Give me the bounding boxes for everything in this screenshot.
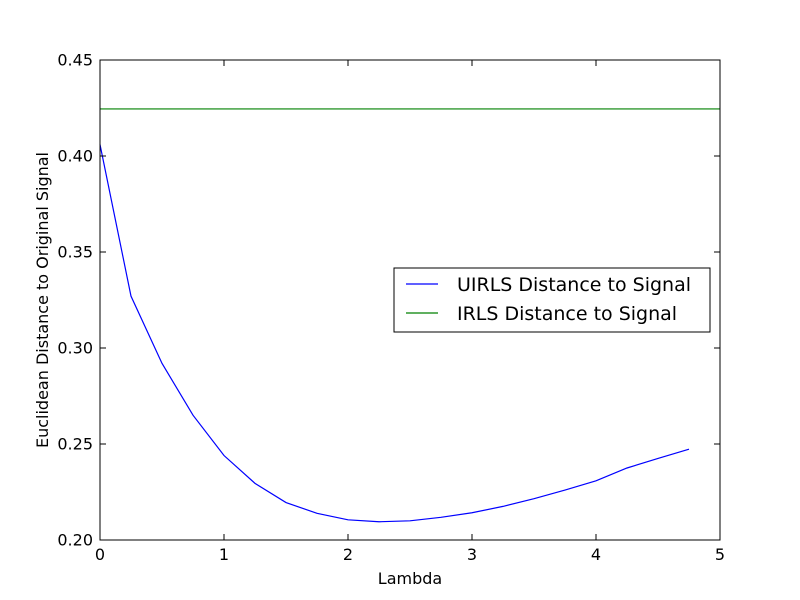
- legend-box: [393, 267, 711, 333]
- legend-label-0: UIRLS Distance to Signal: [457, 274, 691, 296]
- series-line-0: [99, 144, 690, 523]
- y-tick-label: 0.25: [57, 435, 93, 454]
- x-tick-label: 2: [343, 545, 353, 564]
- series-layer: [99, 108, 720, 523]
- ticks-layer: 0 1 2 3 4 5 0.20 0.25 0.30 0.35 0.40 0.45: [57, 51, 725, 565]
- x-tick-label: 5: [715, 545, 725, 564]
- x-axis-label: Lambda: [378, 569, 442, 588]
- legend-label-1: IRLS Distance to Signal: [457, 303, 677, 325]
- y-tick-label: 0.30: [57, 339, 93, 358]
- plot-area-frame: [99, 59, 721, 541]
- y-tick-label: 0.35: [57, 243, 93, 262]
- x-tick-label: 1: [219, 545, 229, 564]
- x-tick-label: 3: [467, 545, 477, 564]
- y-axis-label: Euclidean Distance to Original Signal: [33, 152, 52, 448]
- legend: UIRLS Distance to Signal IRLS Distance to…: [393, 267, 711, 333]
- x-tick-label: 0: [95, 545, 105, 564]
- x-tick-label: 4: [591, 545, 601, 564]
- y-tick-label: 0.20: [57, 531, 93, 550]
- y-tick-label: 0.40: [57, 147, 93, 166]
- y-tick-label: 0.45: [57, 51, 93, 70]
